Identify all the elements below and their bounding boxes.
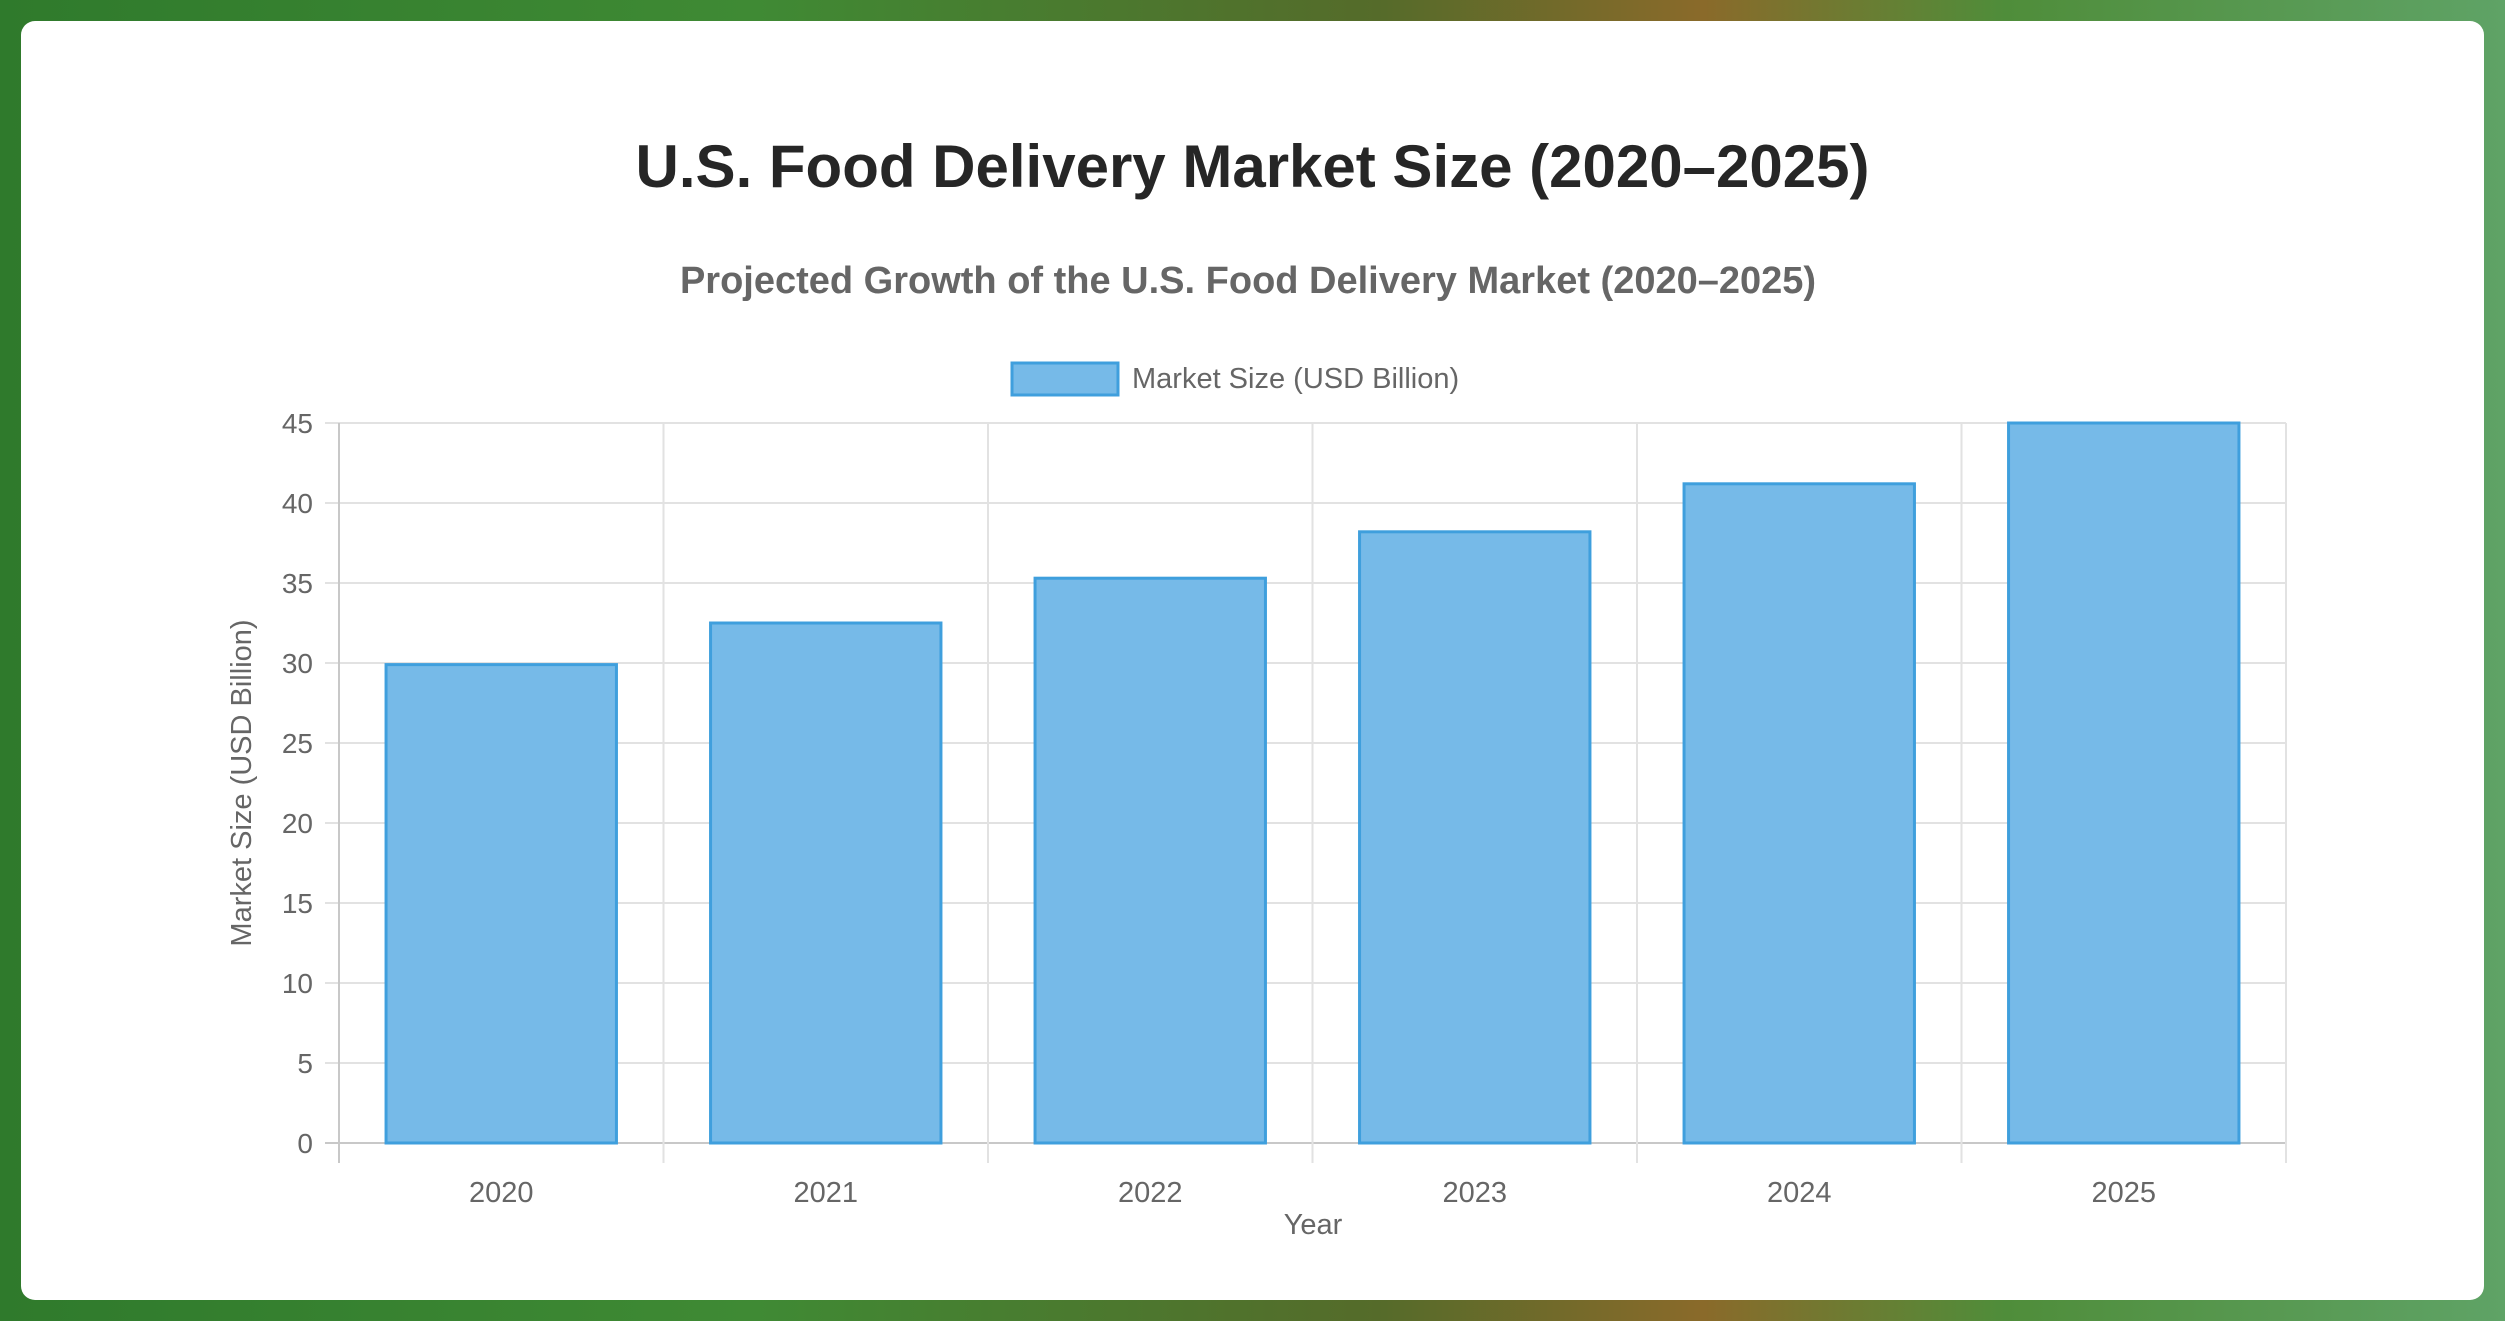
chart-title: Projected Growth of the U.S. Food Delive…	[680, 260, 1816, 302]
x-tick-label: 2021	[793, 1177, 858, 1209]
x-axis-label: Year	[1284, 1209, 1343, 1241]
y-tick-label: 45	[282, 408, 313, 439]
bar[interactable]	[384, 663, 618, 1145]
legend-swatch	[1010, 361, 1120, 397]
bar[interactable]	[1358, 530, 1592, 1145]
y-tick-label: 5	[297, 1048, 313, 1079]
legend-label: Market Size (USD Billion)	[1132, 363, 1459, 395]
page-title: U.S. Food Delivery Market Size (2020–202…	[635, 133, 1870, 200]
x-tick-label: 2023	[1442, 1177, 1507, 1209]
y-tick-label: 30	[282, 648, 313, 679]
bar[interactable]	[1682, 482, 1916, 1145]
y-tick-label: 20	[282, 808, 313, 839]
y-tick-label: 15	[282, 888, 313, 919]
legend[interactable]: Market Size (USD Billion)	[1010, 361, 1459, 397]
y-tick-label: 35	[282, 568, 313, 599]
x-tick-label: 2025	[2091, 1177, 2156, 1209]
y-tick-label: 10	[282, 968, 313, 999]
y-axis-ticks: 0 5 10 15 20 25 30 35 40 45	[282, 408, 313, 1159]
bar[interactable]	[2007, 421, 2241, 1145]
bar[interactable]	[1033, 576, 1267, 1145]
x-tick-label: 2022	[1118, 1177, 1183, 1209]
y-tick-label: 0	[297, 1128, 313, 1159]
bar-chart: Projected Growth of the U.S. Food Delive…	[226, 260, 2287, 1241]
chart-card: U.S. Food Delivery Market Size (2020–202…	[21, 21, 2484, 1300]
x-tick-label: 2020	[469, 1177, 534, 1209]
bars	[384, 421, 2241, 1145]
y-axis-label: Market Size (USD Billion)	[226, 619, 258, 946]
bar[interactable]	[709, 621, 943, 1145]
grid-lines	[325, 422, 2287, 1163]
y-tick-label: 40	[282, 488, 313, 519]
x-tick-label: 2024	[1767, 1177, 1832, 1209]
x-axis-ticks: 2020 2021 2022 2023 2024 2025	[469, 1177, 2156, 1209]
y-tick-label: 25	[282, 728, 313, 759]
